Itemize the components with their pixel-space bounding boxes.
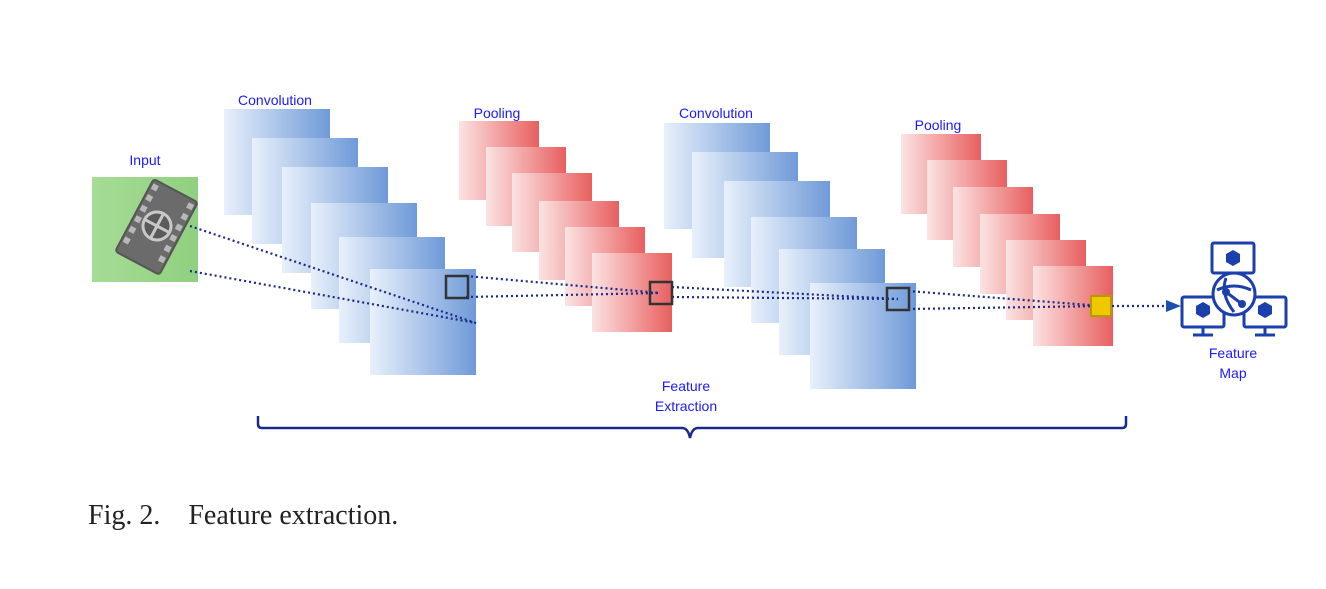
- pooling-stack-2: Pooling: [901, 117, 1113, 346]
- figure-number: Fig. 2.: [88, 500, 161, 531]
- feature-map-label-line2: Map: [1219, 365, 1246, 381]
- input-label: Input: [129, 152, 160, 168]
- receptive-field-lines: [189, 224, 1168, 325]
- convolution-label-1: Convolution: [238, 92, 312, 108]
- kernel-square-conv2: [885, 286, 911, 312]
- convolution-stack-2: Convolution: [664, 105, 916, 389]
- kernel-square-pool1: [648, 280, 674, 306]
- kernel-square-conv1: [444, 274, 470, 300]
- figure-caption-text: Feature extraction.: [188, 500, 399, 531]
- convolution-stack-1: Convolution: [224, 92, 476, 375]
- feature-extraction-brace: [256, 416, 1128, 439]
- pooling-label-1: Pooling: [474, 105, 521, 121]
- convolution-label-2: Convolution: [679, 105, 753, 121]
- input-block: Input: [92, 152, 198, 282]
- feature-extraction-label-line1: Feature: [662, 378, 710, 394]
- kernel-square-highlight: [1090, 295, 1112, 317]
- arrow-head-icon: [1166, 300, 1181, 312]
- network-computers-icon: [1180, 241, 1288, 337]
- feature-map-label-line1: Feature: [1209, 345, 1257, 361]
- pooling-stack-1: Pooling: [459, 105, 672, 332]
- pooling-label-2: Pooling: [915, 117, 962, 133]
- film-reel-icon: [115, 179, 198, 275]
- feature-extraction-label-line2: Extraction: [655, 398, 717, 414]
- figure-caption: Fig. 2. Feature extraction.: [88, 500, 398, 532]
